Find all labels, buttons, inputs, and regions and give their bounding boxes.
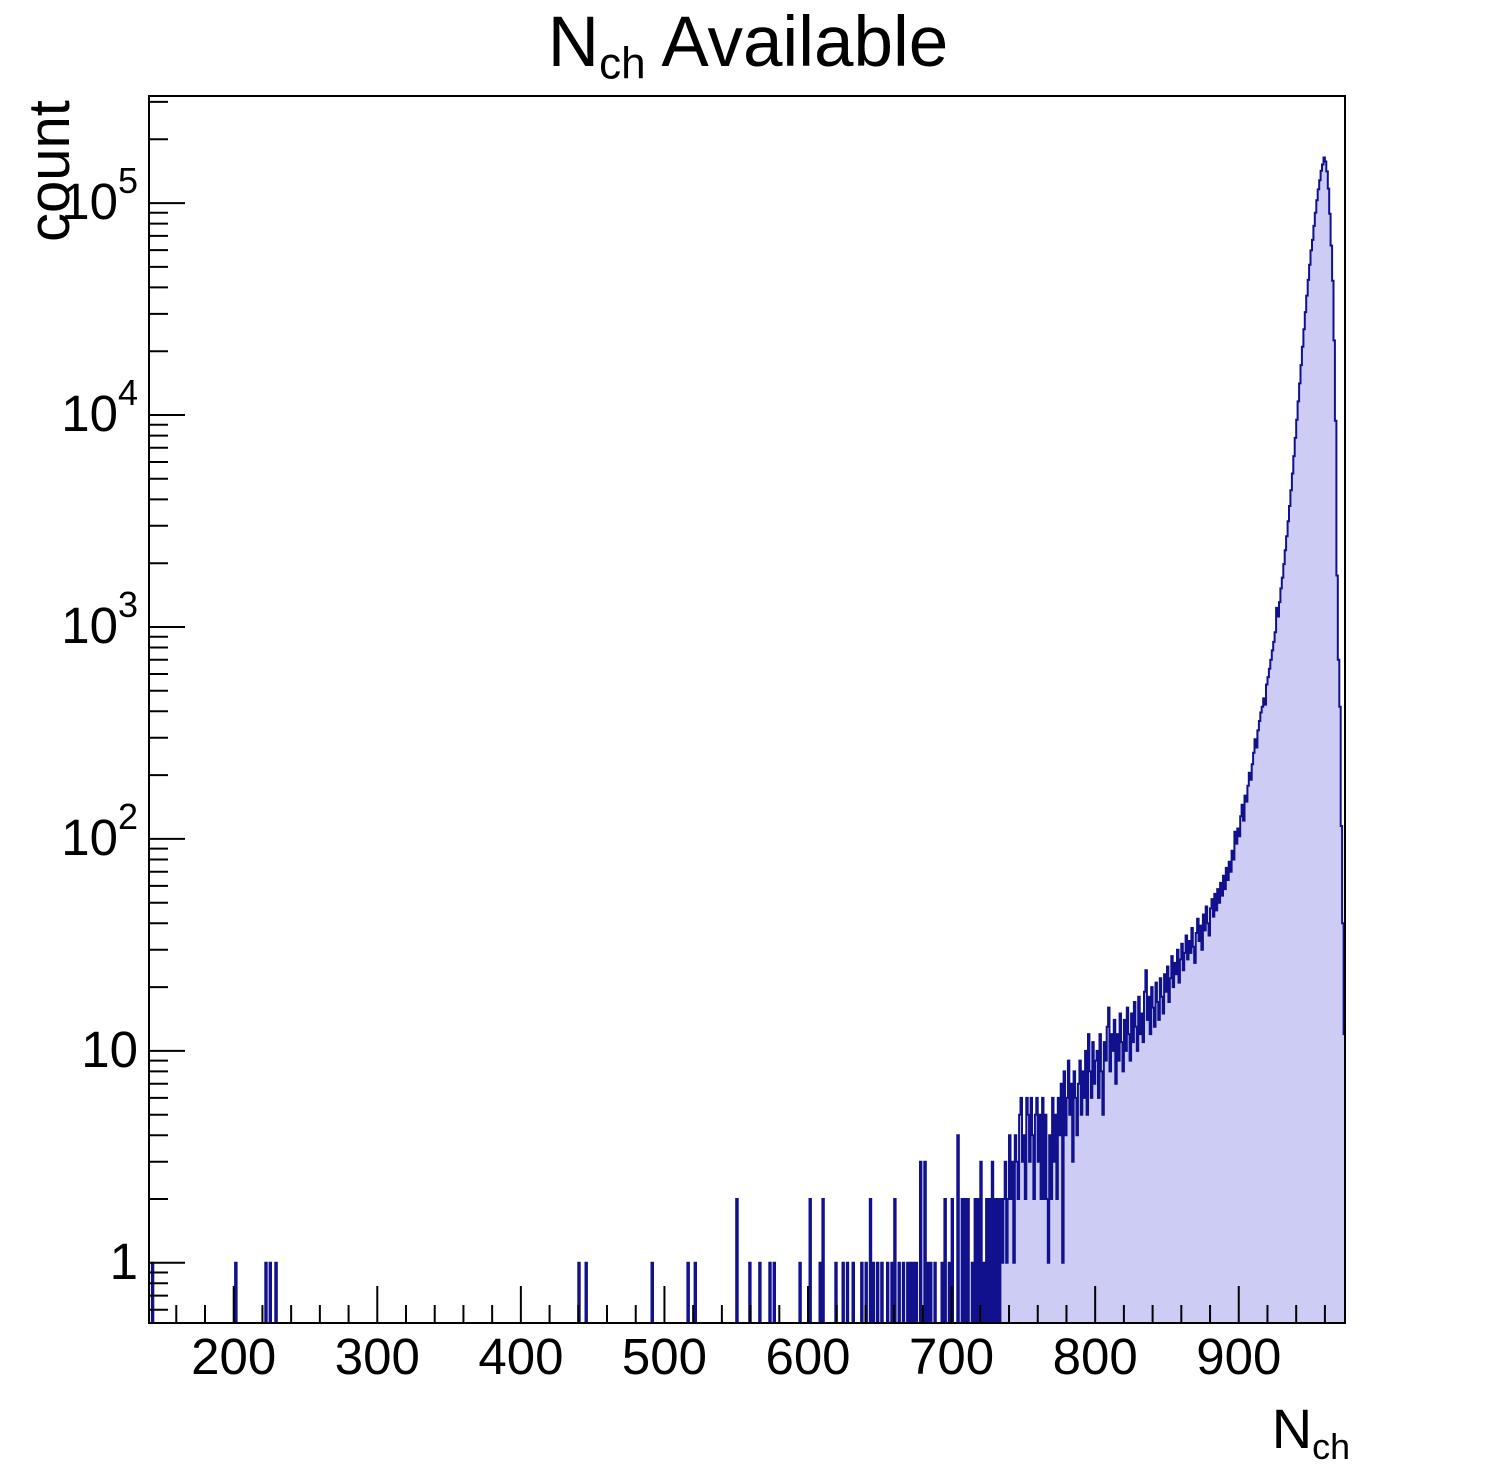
x-tick-label: 700 bbox=[909, 1328, 994, 1385]
x-tick-label: 500 bbox=[622, 1328, 707, 1385]
x-tick-label: 800 bbox=[1053, 1328, 1138, 1385]
x-tick-label: 600 bbox=[765, 1328, 850, 1385]
x-tick-label: 200 bbox=[191, 1328, 276, 1385]
y-tick-label: 103 bbox=[61, 584, 138, 654]
x-tick-label: 400 bbox=[478, 1328, 563, 1385]
y-tick-label: 10 bbox=[81, 1021, 138, 1078]
x-tick-label: 900 bbox=[1196, 1328, 1281, 1385]
x-axis-title-subscript: ch bbox=[1312, 1426, 1350, 1467]
y-axis-tick-labels: 1 10 102 103 104 105 bbox=[61, 160, 138, 1290]
x-axis-ticks bbox=[175, 1286, 1326, 1323]
title-base: N bbox=[547, 3, 600, 82]
chart-title: Nch Available bbox=[0, 2, 1496, 89]
title-rest: Available bbox=[645, 3, 949, 82]
y-axis-ticks bbox=[149, 100, 185, 1311]
plot-frame bbox=[148, 95, 1346, 1324]
x-tick-label: 300 bbox=[335, 1328, 420, 1385]
x-axis-title-base: N bbox=[1271, 1397, 1313, 1460]
x-axis-tick-labels: 200 300 400 500 600 700 800 900 bbox=[191, 1328, 1281, 1385]
x-axis-title: Nch bbox=[1272, 1396, 1350, 1468]
y-tick-label: 105 bbox=[61, 160, 138, 230]
y-tick-label: 1 bbox=[110, 1233, 138, 1290]
histogram-series bbox=[149, 156, 1346, 1324]
title-subscript: ch bbox=[599, 39, 646, 89]
y-tick-label: 102 bbox=[61, 796, 138, 866]
y-tick-label: 104 bbox=[61, 372, 138, 442]
